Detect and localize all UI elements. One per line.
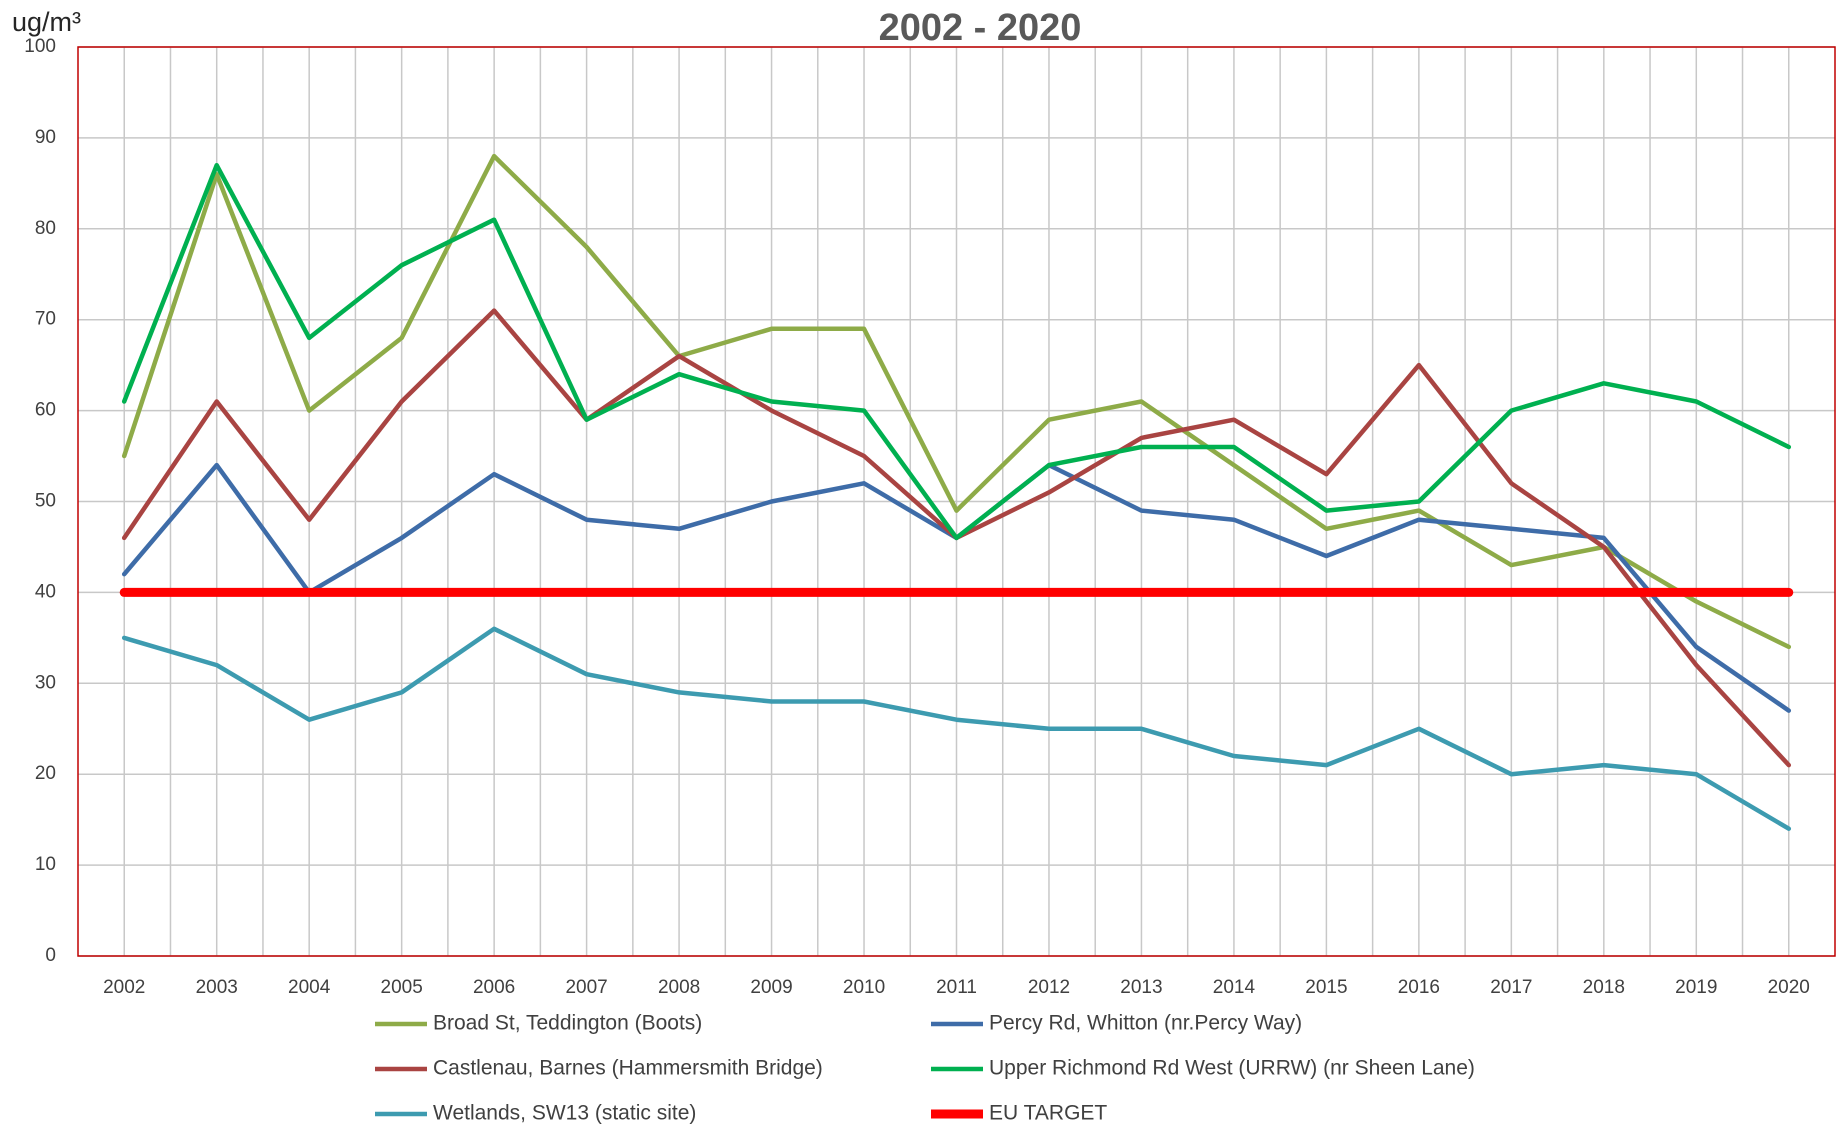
x-tick-label: 2016 (1398, 977, 1440, 998)
x-tick-label: 2011 (936, 977, 977, 998)
x-tick-label: 2020 (1768, 977, 1810, 998)
x-tick-label: 2007 (565, 977, 607, 998)
legend-label: Wetlands, SW13 (static site) (433, 1102, 696, 1125)
plot-frame (77, 46, 1836, 957)
x-tick-label: 2017 (1490, 977, 1532, 998)
y-tick-label: 100 (24, 36, 56, 57)
y-tick-label: 0 (45, 945, 56, 966)
x-tick-label: 2013 (1120, 977, 1162, 998)
x-tick-label: 2003 (196, 977, 238, 998)
legend-label: Percy Rd, Whitton (nr.Percy Way) (989, 1012, 1302, 1035)
series-line (121, 153, 1792, 650)
x-tick-label: 2008 (658, 977, 700, 998)
y-axis-label: ug/m³ (12, 7, 81, 37)
x-tick-label: 2018 (1583, 977, 1625, 998)
x-tick-label: 2002 (103, 977, 145, 998)
y-tick-label: 80 (35, 218, 56, 239)
y-tick-label: 70 (35, 309, 56, 330)
x-tick-label: 2010 (843, 977, 885, 998)
y-tick-label: 60 (35, 400, 56, 421)
series-line (121, 626, 1792, 831)
x-tick-label: 2014 (1213, 977, 1256, 998)
x-tick-label: 2009 (750, 977, 792, 998)
legend-label: EU TARGET (989, 1102, 1107, 1125)
y-tick-label: 30 (35, 672, 56, 693)
legend-label: Castlenau, Barnes (Hammersmith Bridge) (433, 1057, 823, 1080)
x-tick-label: 2019 (1675, 977, 1717, 998)
y-tick-label: 50 (35, 491, 56, 512)
chart-title: 2002 - 2020 (879, 7, 1082, 49)
y-tick-label: 90 (35, 127, 56, 148)
y-tick-label: 40 (35, 581, 56, 602)
series-line (121, 162, 1792, 541)
x-tick-label: 2015 (1305, 977, 1347, 998)
x-tick-label: 2005 (381, 977, 423, 998)
x-tick-label: 2006 (473, 977, 515, 998)
legend-label: Broad St, Teddington (Boots) (433, 1012, 702, 1035)
x-tick-label: 2004 (288, 977, 331, 998)
legend-label: Upper Richmond Rd West (URRW) (nr Sheen … (989, 1057, 1475, 1080)
y-tick-label: 20 (35, 763, 56, 784)
y-tick-label: 10 (35, 854, 56, 875)
x-tick-label: 2012 (1028, 977, 1070, 998)
